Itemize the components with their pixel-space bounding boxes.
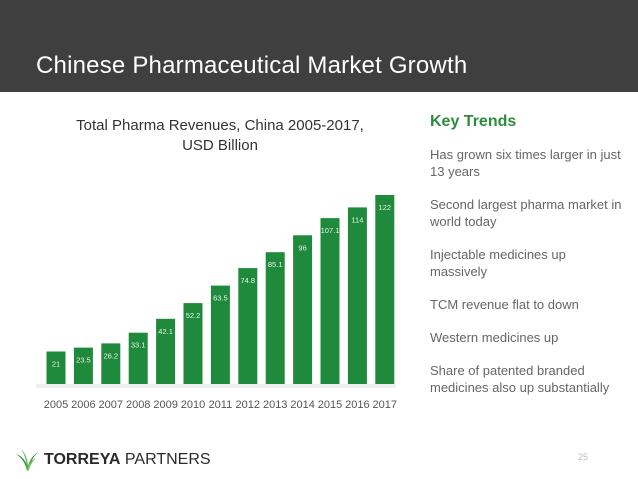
bar-2012 [238,268,258,384]
data-label: 23.5 [76,356,91,365]
bar-2010 [183,303,203,384]
page-number: 25 [578,452,589,462]
x-tick-label: 2009 [153,399,177,411]
x-tick-label: 2006 [71,399,95,411]
data-label: 21 [52,360,60,369]
bar-2007 [101,343,121,384]
bar-2013 [265,252,285,384]
data-label: 74.8 [240,276,255,285]
data-label: 52.2 [186,311,201,320]
chart-baseline [36,384,396,388]
x-tick-label: 2011 [209,399,233,411]
bar-2006 [73,347,93,384]
key-trends-list: Has grown six times larger in just 13 ye… [430,146,625,396]
x-tick-label: 2015 [318,399,342,411]
key-trend-item: Second largest pharma market in world to… [430,197,622,229]
x-tick-label: 2010 [181,399,205,411]
key-trends-title: Key Trends [430,113,517,130]
bar-2011 [210,285,230,384]
key-trend-item: Has grown six times larger in just 13 ye… [430,147,621,179]
leaf-icon [16,449,38,471]
x-tick-label: 2012 [236,399,260,411]
data-label: 33.1 [131,341,146,350]
key-trend-item: Injectable medicines up massively [430,247,566,279]
bar-2015 [320,218,340,384]
x-tick-label: 2016 [345,399,369,411]
bar-2008 [128,332,148,384]
header-bar: Chinese Pharmaceutical Market Growth [0,0,638,92]
logo-wordmark: TORREYA PARTNERS [44,451,211,469]
key-trend-item: Share of patented branded medicines also… [430,363,610,395]
bar-2017 [375,195,395,384]
page-title: Chinese Pharmaceutical Market Growth [36,52,468,79]
company-logo: TORREYA PARTNERS [14,448,211,472]
bar-2005 [46,351,66,384]
bar-2009 [156,318,176,384]
data-label: 63.5 [213,294,228,303]
data-label: 26.2 [103,351,118,360]
bar-2014 [293,235,313,384]
x-tick-label: 2013 [263,399,287,411]
data-label: 85.1 [268,260,283,269]
x-tick-label: 2008 [126,399,150,411]
data-label: 107.1 [321,226,340,235]
bar-2016 [347,207,367,384]
data-label: 122 [379,203,392,212]
chart-title: Total Pharma Revenues, China 2005-2017, … [76,117,364,154]
x-tick-label: 2017 [373,399,397,411]
key-trends-panel: Key Trends Has grown six times larger in… [430,112,625,412]
x-tick-label: 2005 [44,399,68,411]
key-trend-item: Western medicines up [430,330,559,345]
key-trend-item: TCM revenue flat to down [430,297,579,312]
logo-text-primary: TORREYA [44,451,121,468]
x-tick-label: 2014 [290,399,314,411]
data-label: 42.1 [158,327,173,336]
x-tick-label: 2007 [99,399,123,411]
data-label: 96 [298,243,306,252]
data-label: 114 [351,215,363,224]
logo-text-secondary: PARTNERS [124,451,211,468]
